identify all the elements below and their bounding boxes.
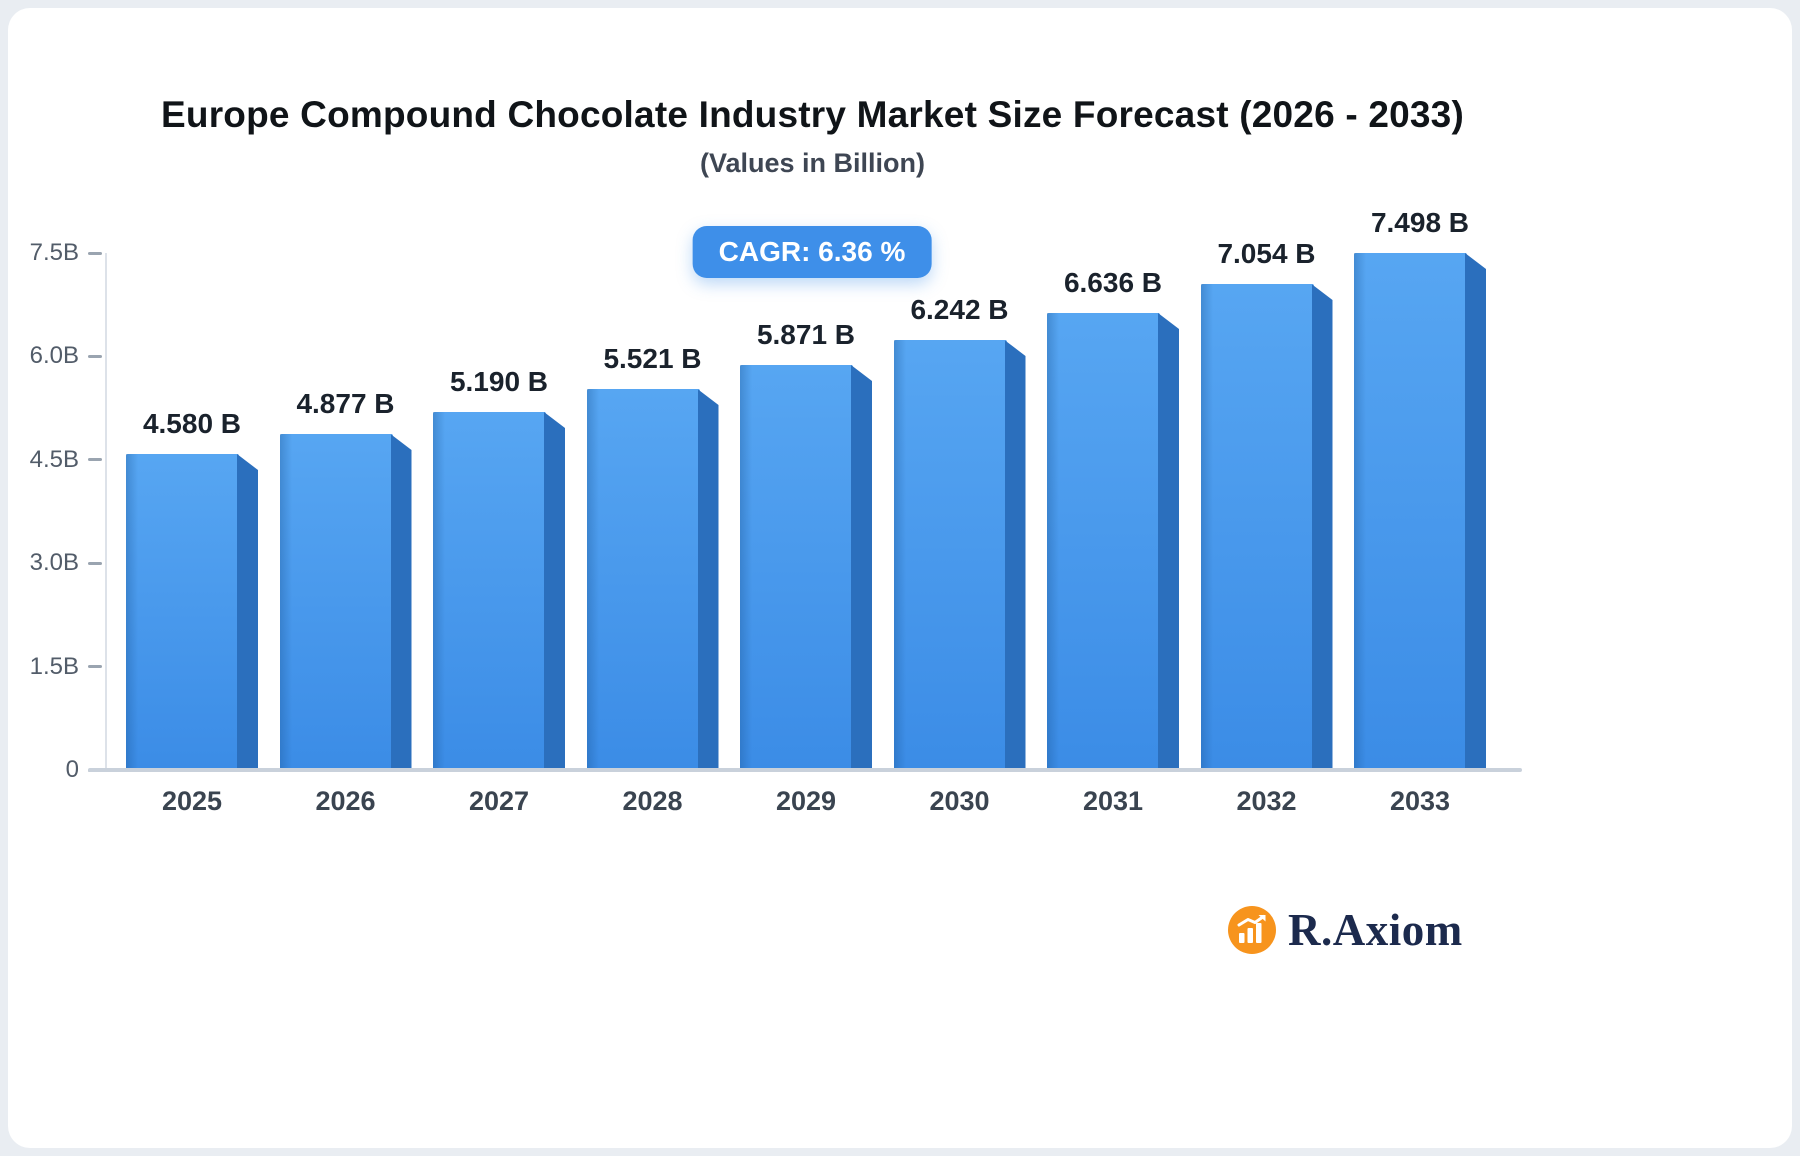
bar-face xyxy=(740,365,853,770)
x-tick-label: 2032 xyxy=(1236,786,1297,816)
x-tick-label: 2026 xyxy=(315,786,376,816)
y-tick-label: 4.5B xyxy=(29,445,79,473)
bar-2032 xyxy=(1200,284,1333,770)
bar-face xyxy=(433,412,546,770)
bar-side-shade xyxy=(237,454,258,770)
bar-value-label: 5.521 B xyxy=(603,343,702,374)
bar-face xyxy=(1354,253,1467,770)
x-tick-label: 2027 xyxy=(468,786,530,816)
bar-face xyxy=(279,434,393,770)
bar-face xyxy=(586,389,700,770)
y-tick-label: 1.5B xyxy=(29,652,79,680)
bar-face xyxy=(1200,284,1314,770)
y-tick-label: 3.0B xyxy=(29,549,79,577)
bar-side-shade xyxy=(1158,313,1179,770)
y-tick-label: 6.0B xyxy=(29,342,79,370)
bar-2025 xyxy=(126,454,258,770)
bar-2029 xyxy=(740,365,872,770)
y-tick-mark xyxy=(88,665,102,669)
y-tick-mark xyxy=(88,561,102,565)
cagr-badge: CAGR: 6.36 % xyxy=(692,226,932,278)
chart-canvas: Europe Compound Chocolate Industry Marke… xyxy=(8,8,1792,1148)
x-tick-label: 2030 xyxy=(929,786,990,816)
bar-face xyxy=(1047,313,1160,770)
bar-2027 xyxy=(433,412,565,770)
brand-name: R.Axiom xyxy=(1288,905,1463,955)
bar-value-label: 7.054 B xyxy=(1217,238,1316,269)
y-tick-mark xyxy=(88,354,102,358)
bar-side-shade xyxy=(544,412,565,770)
y-tick-mark xyxy=(88,458,102,462)
bar-side-shade xyxy=(1004,340,1026,770)
chart-title: Europe Compound Chocolate Industry Marke… xyxy=(161,94,1464,135)
bar-value-label: 4.580 B xyxy=(142,408,242,439)
bar-side-shade xyxy=(1311,284,1333,770)
bar-value-label: 4.877 B xyxy=(296,388,395,419)
bar-2026 xyxy=(279,434,412,770)
brand-logo: R.Axiom xyxy=(1228,901,1463,959)
bar-value-label: 6.242 B xyxy=(910,294,1009,325)
x-tick-label: 2031 xyxy=(1082,786,1144,816)
x-tick-label: 2025 xyxy=(161,786,223,816)
bar-value-label: 7.498 B xyxy=(1370,207,1470,238)
bar-value-label: 5.190 B xyxy=(449,366,549,397)
x-tick-label: 2029 xyxy=(775,786,837,816)
bar-2028 xyxy=(586,389,719,770)
y-tick-label: 0 xyxy=(65,756,79,783)
x-axis-line xyxy=(88,768,1522,772)
chart-subtitle: (Values in Billion) xyxy=(699,148,926,178)
plot-area: 0 1.5B 3.0B 4.5B 6.0B 7.5B 4.580 B 2025 4.877 B 2… xyxy=(30,207,1520,816)
chart-card: Europe Compound Chocolate Industry Marke… xyxy=(8,8,1792,1148)
x-tick-label: 2033 xyxy=(1389,786,1451,816)
y-tick-mark xyxy=(88,251,102,255)
x-tick-label: 2028 xyxy=(622,786,683,816)
bar-2033 xyxy=(1354,253,1486,770)
bar-2030 xyxy=(893,340,1026,770)
bar-face xyxy=(126,454,239,770)
bar-value-label: 5.871 B xyxy=(756,319,856,350)
bar-chart-icon xyxy=(1228,906,1276,954)
bar-side-shade xyxy=(697,389,719,770)
bar-side-shade xyxy=(390,434,412,770)
y-tick-label: 7.5B xyxy=(29,239,79,266)
bar-side-shade xyxy=(851,365,872,770)
bar-value-label: 6.636 B xyxy=(1063,267,1163,298)
bar-side-shade xyxy=(1465,253,1486,770)
bar-face xyxy=(893,340,1007,770)
bar-2031 xyxy=(1047,313,1179,770)
